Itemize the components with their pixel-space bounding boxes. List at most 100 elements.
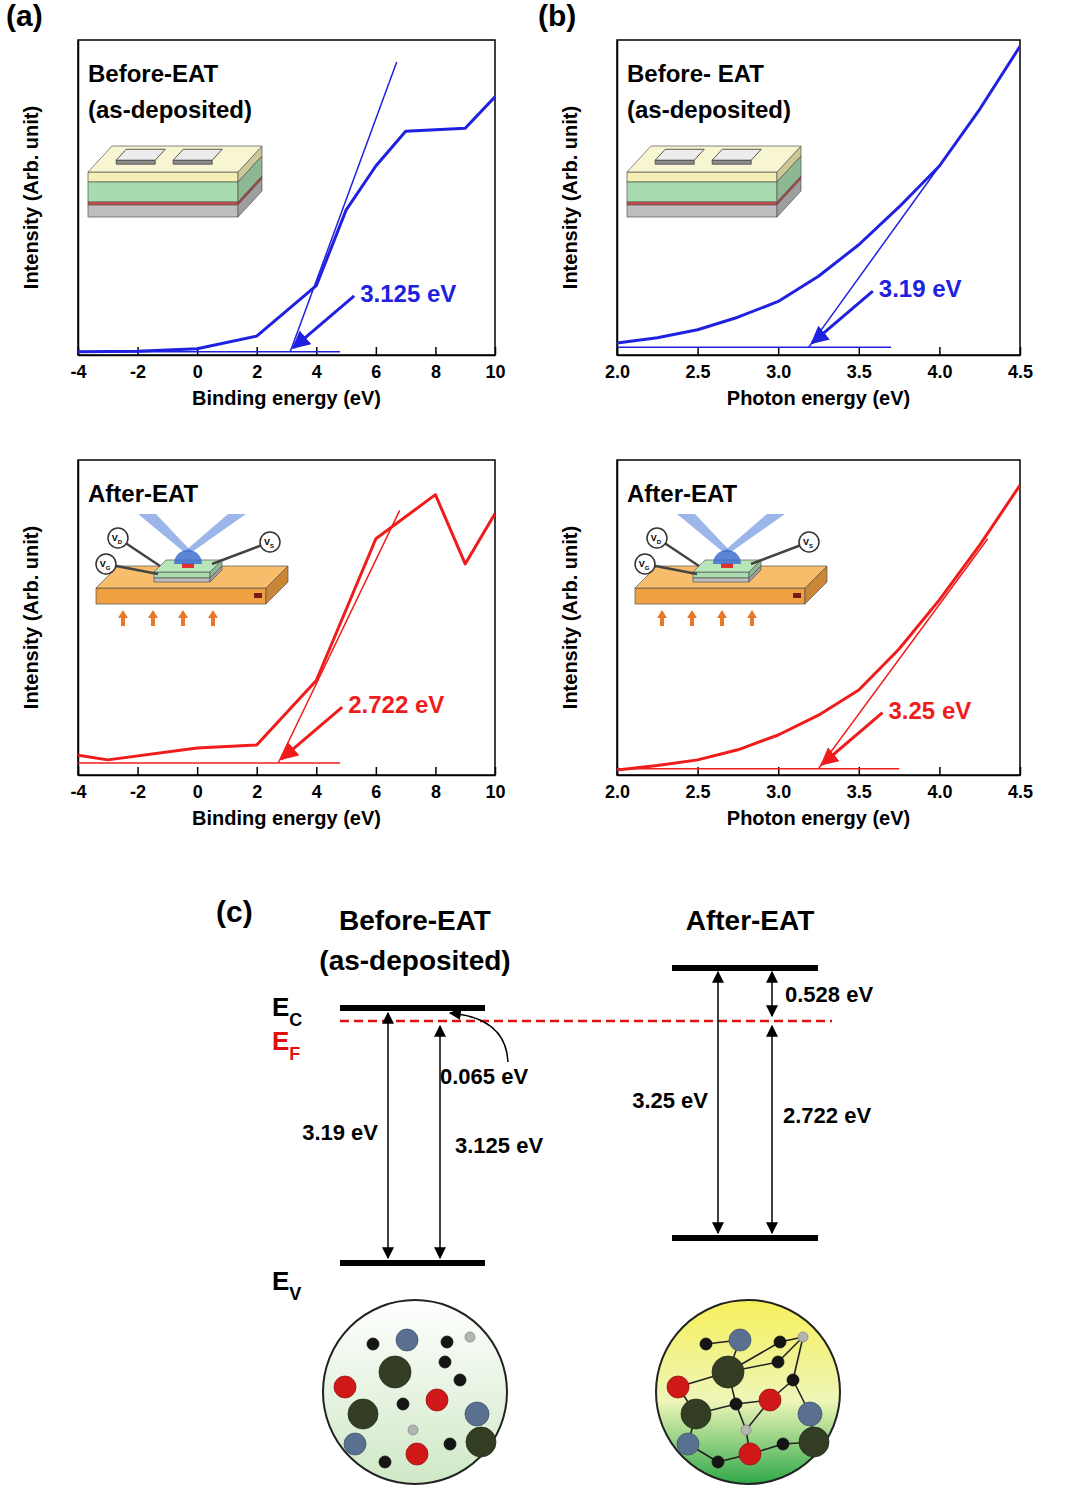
inset-layer — [627, 172, 777, 182]
annotation: 3.19 eV — [879, 275, 962, 302]
fit-line — [78, 762, 340, 764]
level-label-main: E — [272, 1266, 289, 1296]
annotation-arrow — [293, 296, 354, 348]
x-tick-label: 3.5 — [847, 782, 872, 802]
x-tick-mark — [197, 767, 199, 775]
x-axis-line — [79, 775, 496, 777]
inset-probe-label-sub: S — [270, 543, 274, 549]
x-axis-line — [618, 775, 1021, 777]
x-tick: 4.0 — [927, 347, 952, 382]
energy-arrow — [717, 972, 719, 1233]
inset-heat-arrow — [208, 610, 218, 626]
energy-label: 0.528 eV — [785, 982, 873, 1007]
x-axis-title: Binding energy (eV) — [192, 807, 381, 829]
x-tick-label: 3.0 — [766, 782, 791, 802]
inset-pad-edge — [173, 160, 212, 164]
inset-probe-label-sub: D — [118, 539, 123, 545]
level-label-main: E — [272, 1026, 289, 1056]
inset-side — [777, 179, 801, 217]
inset-pad-edge — [712, 160, 751, 164]
x-tick: 4.0 — [927, 767, 952, 802]
inset-heat-arrow — [178, 610, 188, 626]
x-tick-label: 6 — [371, 362, 381, 382]
inset-top — [627, 146, 801, 172]
x-axis: 2.02.53.03.54.04.5 — [605, 347, 1033, 382]
inset-layer — [627, 205, 777, 217]
x-tick-label: 4 — [312, 362, 322, 382]
inset-beam — [184, 514, 246, 552]
inset-heater-switch — [793, 593, 801, 598]
x-tick-label: 4.5 — [1008, 782, 1033, 802]
inset-layer — [627, 202, 777, 205]
inset-probe-label-sub: S — [809, 543, 813, 549]
annotation-arrow — [822, 713, 883, 765]
inset-pad — [173, 149, 222, 160]
inset-probe-label-sub: G — [645, 565, 650, 571]
panel-letter: (a) — [6, 0, 43, 32]
x-tick: 10 — [485, 347, 505, 382]
atom — [712, 1456, 724, 1468]
energy-arrow — [771, 972, 773, 1016]
x-tick: 10 — [485, 767, 505, 802]
atom-circle — [656, 1300, 840, 1484]
inset-pad — [712, 149, 761, 160]
plot-area — [78, 62, 495, 352]
data-line — [617, 485, 1020, 770]
atom — [439, 1356, 451, 1368]
plot-frame — [78, 40, 495, 355]
inset-layer — [693, 572, 749, 578]
x-tick-mark — [1020, 347, 1022, 355]
x-tick: 6 — [371, 767, 381, 802]
conduction-band-before — [340, 1005, 485, 1011]
inset-layer — [635, 588, 805, 604]
atom — [444, 1438, 456, 1450]
inset-dome — [174, 550, 202, 564]
atom — [367, 1338, 379, 1350]
x-tick-label: 4.0 — [927, 782, 952, 802]
y-axis-line — [78, 461, 80, 776]
x-tick-mark — [939, 347, 941, 355]
x-tick-mark — [316, 767, 318, 775]
atom — [739, 1443, 761, 1465]
fit-line — [290, 62, 396, 352]
atom — [677, 1433, 699, 1455]
panel-title: Before- EAT — [627, 60, 764, 87]
inset-probe — [96, 554, 116, 574]
inset-pad — [655, 149, 704, 160]
plot-area — [617, 46, 1020, 347]
inset-heat-arrow — [118, 610, 128, 626]
inset-beam — [677, 514, 731, 552]
x-tick-mark — [376, 767, 378, 775]
x-tick-label: 2.5 — [686, 782, 711, 802]
x-tick: 2 — [252, 767, 262, 802]
atom — [729, 1329, 751, 1351]
energy-pointer — [450, 1013, 508, 1062]
inset-heat-arrow — [687, 610, 697, 626]
annotation-arrow — [281, 707, 342, 759]
x-tick-label: -4 — [70, 782, 86, 802]
diagram-subtitle: (as-deposited) — [319, 945, 510, 976]
x-axis-title: Photon energy (eV) — [727, 807, 910, 829]
y-axis — [617, 461, 618, 776]
atom — [741, 1425, 751, 1435]
x-tick: 4.5 — [1008, 767, 1033, 802]
y-axis-title: Intensity (Arb. unit) — [20, 526, 42, 709]
chart-panel: -4-20246810Binding energy (eV)Intensity … — [20, 40, 506, 409]
x-tick-label: 3.5 — [847, 362, 872, 382]
energy-label: 3.19 eV — [302, 1120, 378, 1145]
annotation-arrow — [812, 291, 873, 343]
x-tick-mark — [376, 347, 378, 355]
atom — [465, 1402, 489, 1426]
x-tick: 3.0 — [766, 767, 791, 802]
x-tick-label: 10 — [485, 362, 505, 382]
energy-label: 0.065 eV — [440, 1064, 528, 1089]
x-tick-mark — [435, 347, 437, 355]
data-line — [78, 495, 495, 760]
atom-bond — [793, 1337, 803, 1380]
x-tick-mark — [256, 347, 258, 355]
diagram-title: After-EAT — [686, 905, 815, 936]
diagram-title: Before-EAT — [339, 905, 491, 936]
inset-layer — [154, 578, 210, 582]
atom — [379, 1456, 391, 1468]
x-tick-label: 10 — [485, 782, 505, 802]
